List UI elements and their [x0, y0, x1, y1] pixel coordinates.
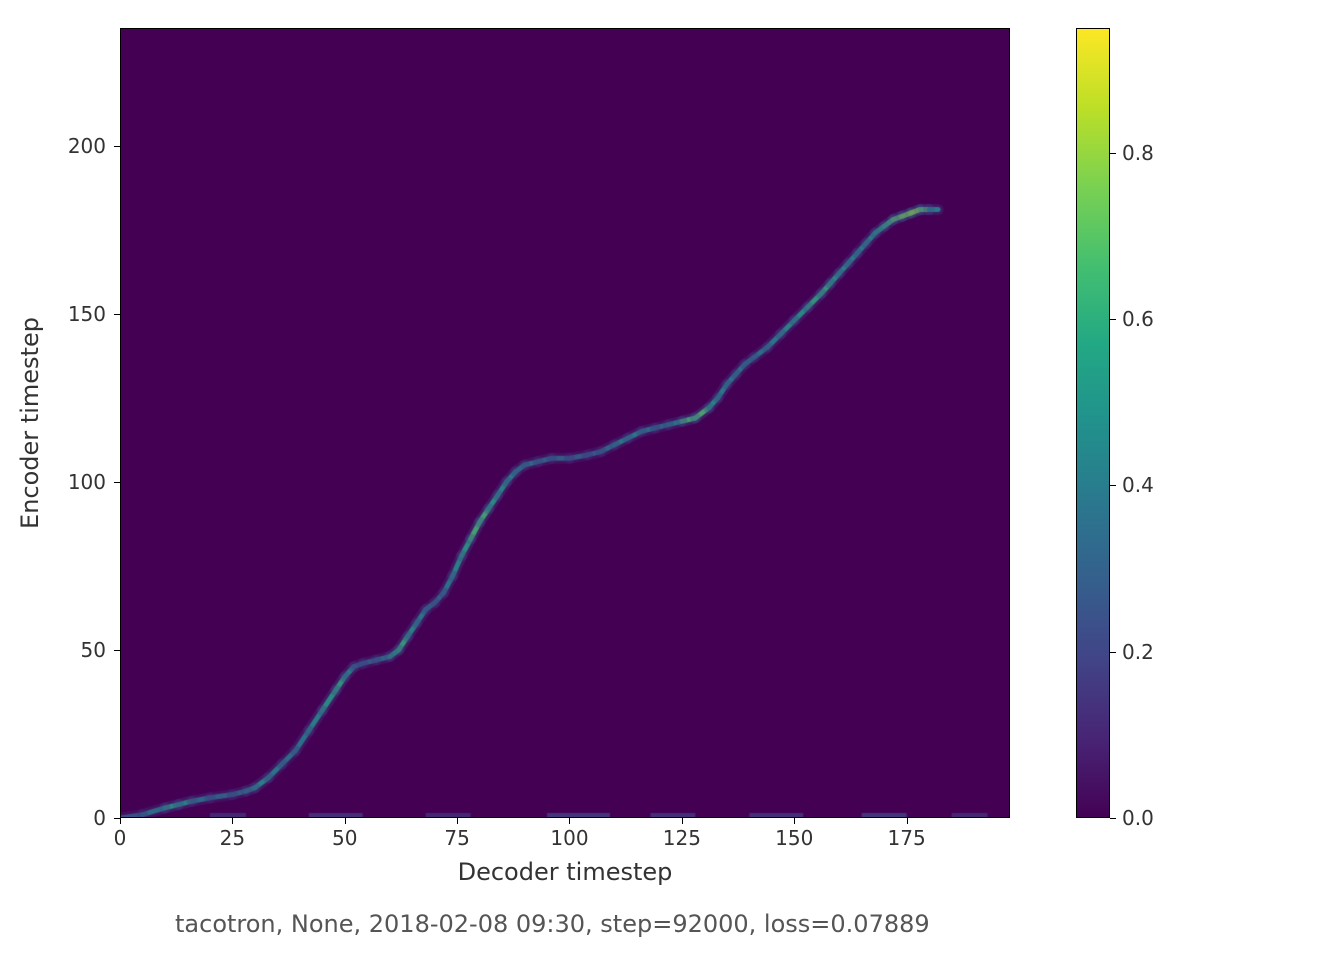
colorbar-tick-label: 0.2 — [1122, 640, 1154, 664]
x-tick-label: 75 — [444, 826, 469, 850]
x-tick-label: 0 — [114, 826, 127, 850]
colorbar-tick-mark — [1110, 153, 1116, 154]
x-tick-label: 125 — [663, 826, 701, 850]
x-tick-label: 100 — [550, 826, 588, 850]
colorbar-tick-label: 0.6 — [1122, 307, 1154, 331]
attention-heatmap — [120, 28, 1010, 818]
y-tick-label: 100 — [66, 470, 106, 494]
x-tick-label: 175 — [888, 826, 926, 850]
x-tick-mark — [907, 818, 908, 824]
y-tick-label: 150 — [66, 302, 106, 326]
y-tick-label: 200 — [66, 134, 106, 158]
x-tick-mark — [232, 818, 233, 824]
colorbar — [1076, 28, 1110, 818]
y-tick-mark — [114, 482, 120, 483]
colorbar-tick-label: 0.4 — [1122, 473, 1154, 497]
y-tick-label: 50 — [66, 638, 106, 662]
heatmap-canvas — [120, 28, 1010, 818]
y-tick-mark — [114, 818, 120, 819]
colorbar-gradient — [1076, 28, 1110, 818]
x-tick-mark — [457, 818, 458, 824]
x-tick-mark — [682, 818, 683, 824]
colorbar-tick-label: 0.8 — [1122, 141, 1154, 165]
colorbar-tick-mark — [1110, 818, 1116, 819]
colorbar-tick-label: 0.0 — [1122, 806, 1154, 830]
y-axis-label: Encoder timestep — [16, 317, 44, 529]
x-tick-mark — [345, 818, 346, 824]
figure: 0 25 50 75 100 125 150 175 0 50 100 150 200 Decoder… — [0, 0, 1320, 958]
x-tick-mark — [794, 818, 795, 824]
x-tick-mark — [569, 818, 570, 824]
y-tick-mark — [114, 146, 120, 147]
colorbar-tick-mark — [1110, 652, 1116, 653]
colorbar-tick-mark — [1110, 485, 1116, 486]
y-tick-mark — [114, 650, 120, 651]
figure-caption: tacotron, None, 2018-02-08 09:30, step=9… — [175, 910, 930, 938]
y-tick-label: 0 — [66, 806, 106, 830]
x-tick-label: 50 — [332, 826, 357, 850]
x-tick-label: 150 — [775, 826, 813, 850]
x-tick-mark — [120, 818, 121, 824]
y-tick-mark — [114, 314, 120, 315]
colorbar-tick-mark — [1110, 319, 1116, 320]
x-tick-label: 25 — [220, 826, 245, 850]
x-axis-label: Decoder timestep — [458, 858, 673, 886]
